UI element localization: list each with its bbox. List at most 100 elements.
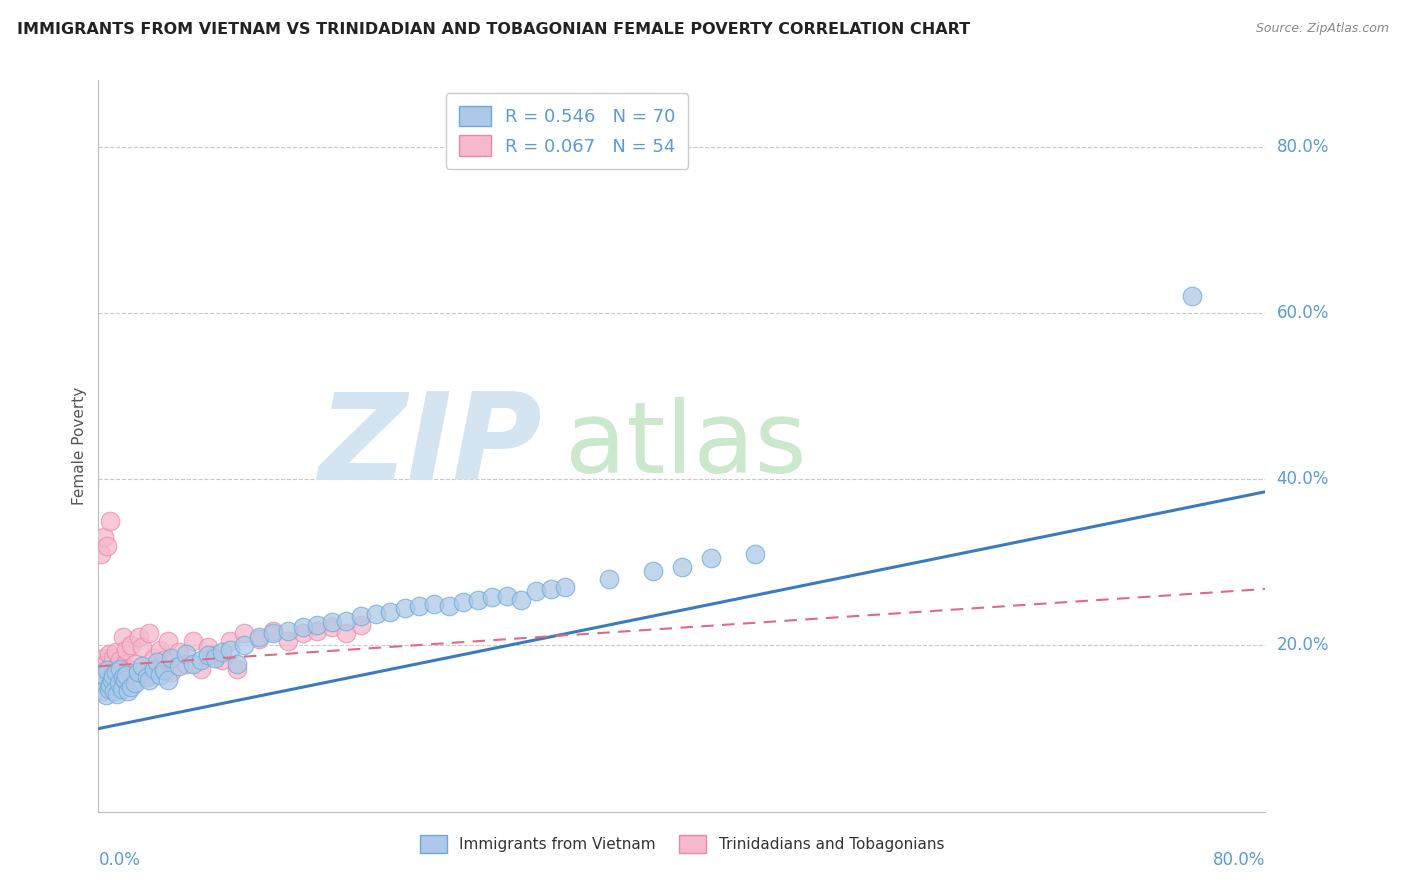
- Point: [98, 678, 121, 692]
- Point: [204, 651, 226, 665]
- Point: [89, 664, 111, 678]
- Point: [160, 665, 183, 679]
- Point: [167, 659, 190, 673]
- Point: [190, 653, 212, 667]
- Point: [277, 624, 299, 638]
- Point: [1181, 289, 1204, 303]
- Text: 60.0%: 60.0%: [1277, 304, 1329, 322]
- Point: [247, 632, 270, 646]
- Point: [146, 655, 169, 669]
- Point: [149, 642, 172, 657]
- Point: [744, 547, 766, 561]
- Point: [93, 667, 115, 681]
- Point: [131, 659, 153, 673]
- Point: [540, 582, 562, 596]
- Point: [350, 617, 373, 632]
- Text: 80.0%: 80.0%: [1213, 851, 1265, 869]
- Point: [138, 626, 160, 640]
- Point: [218, 642, 240, 657]
- Point: [204, 648, 226, 663]
- Point: [98, 514, 121, 528]
- Y-axis label: Female Poverty: Female Poverty: [72, 387, 87, 505]
- Point: [96, 664, 118, 678]
- Point: [335, 614, 357, 628]
- Point: [233, 626, 256, 640]
- Point: [101, 669, 124, 683]
- Point: [94, 665, 117, 679]
- Point: [226, 662, 249, 676]
- Point: [149, 667, 172, 681]
- Point: [105, 687, 128, 701]
- Point: [408, 599, 430, 613]
- Point: [157, 673, 180, 688]
- Point: [131, 640, 153, 655]
- Point: [181, 634, 204, 648]
- Point: [277, 634, 299, 648]
- Point: [510, 592, 533, 607]
- Point: [153, 653, 176, 667]
- Point: [394, 601, 416, 615]
- Point: [467, 592, 489, 607]
- Point: [142, 651, 165, 665]
- Point: [233, 639, 256, 653]
- Text: Source: ZipAtlas.com: Source: ZipAtlas.com: [1256, 22, 1389, 36]
- Point: [142, 662, 165, 676]
- Point: [247, 630, 270, 644]
- Point: [671, 559, 693, 574]
- Point: [105, 659, 128, 673]
- Point: [91, 684, 114, 698]
- Point: [100, 657, 122, 671]
- Point: [641, 564, 664, 578]
- Point: [111, 681, 134, 696]
- Point: [496, 589, 519, 603]
- Point: [174, 647, 197, 661]
- Point: [115, 642, 138, 657]
- Point: [127, 665, 149, 679]
- Point: [90, 547, 112, 561]
- Point: [91, 667, 114, 681]
- Point: [181, 657, 204, 671]
- Point: [437, 599, 460, 613]
- Point: [115, 667, 138, 681]
- Point: [96, 539, 118, 553]
- Point: [108, 676, 131, 690]
- Point: [112, 630, 135, 644]
- Point: [96, 655, 118, 669]
- Point: [110, 662, 132, 676]
- Point: [90, 672, 112, 686]
- Point: [226, 657, 249, 671]
- Point: [101, 651, 124, 665]
- Point: [321, 615, 343, 630]
- Point: [262, 624, 284, 638]
- Text: 0.0%: 0.0%: [98, 851, 141, 869]
- Point: [104, 645, 127, 659]
- Text: 20.0%: 20.0%: [1277, 637, 1329, 655]
- Legend: Immigrants from Vietnam, Trinidadians and Tobagonians: Immigrants from Vietnam, Trinidadians an…: [413, 829, 950, 859]
- Point: [114, 657, 136, 671]
- Point: [120, 680, 142, 694]
- Point: [423, 597, 446, 611]
- Point: [167, 645, 190, 659]
- Point: [524, 584, 547, 599]
- Point: [94, 689, 117, 703]
- Point: [146, 664, 169, 678]
- Point: [117, 684, 139, 698]
- Point: [157, 634, 180, 648]
- Point: [262, 626, 284, 640]
- Point: [135, 667, 157, 681]
- Point: [120, 639, 142, 653]
- Point: [190, 662, 212, 676]
- Point: [110, 653, 132, 667]
- Point: [124, 676, 146, 690]
- Point: [307, 624, 329, 638]
- Point: [114, 673, 136, 688]
- Point: [350, 609, 373, 624]
- Text: 80.0%: 80.0%: [1277, 137, 1329, 156]
- Point: [108, 665, 131, 679]
- Point: [89, 676, 111, 690]
- Point: [138, 673, 160, 688]
- Point: [335, 626, 357, 640]
- Point: [197, 648, 219, 663]
- Point: [111, 673, 134, 688]
- Point: [103, 684, 125, 698]
